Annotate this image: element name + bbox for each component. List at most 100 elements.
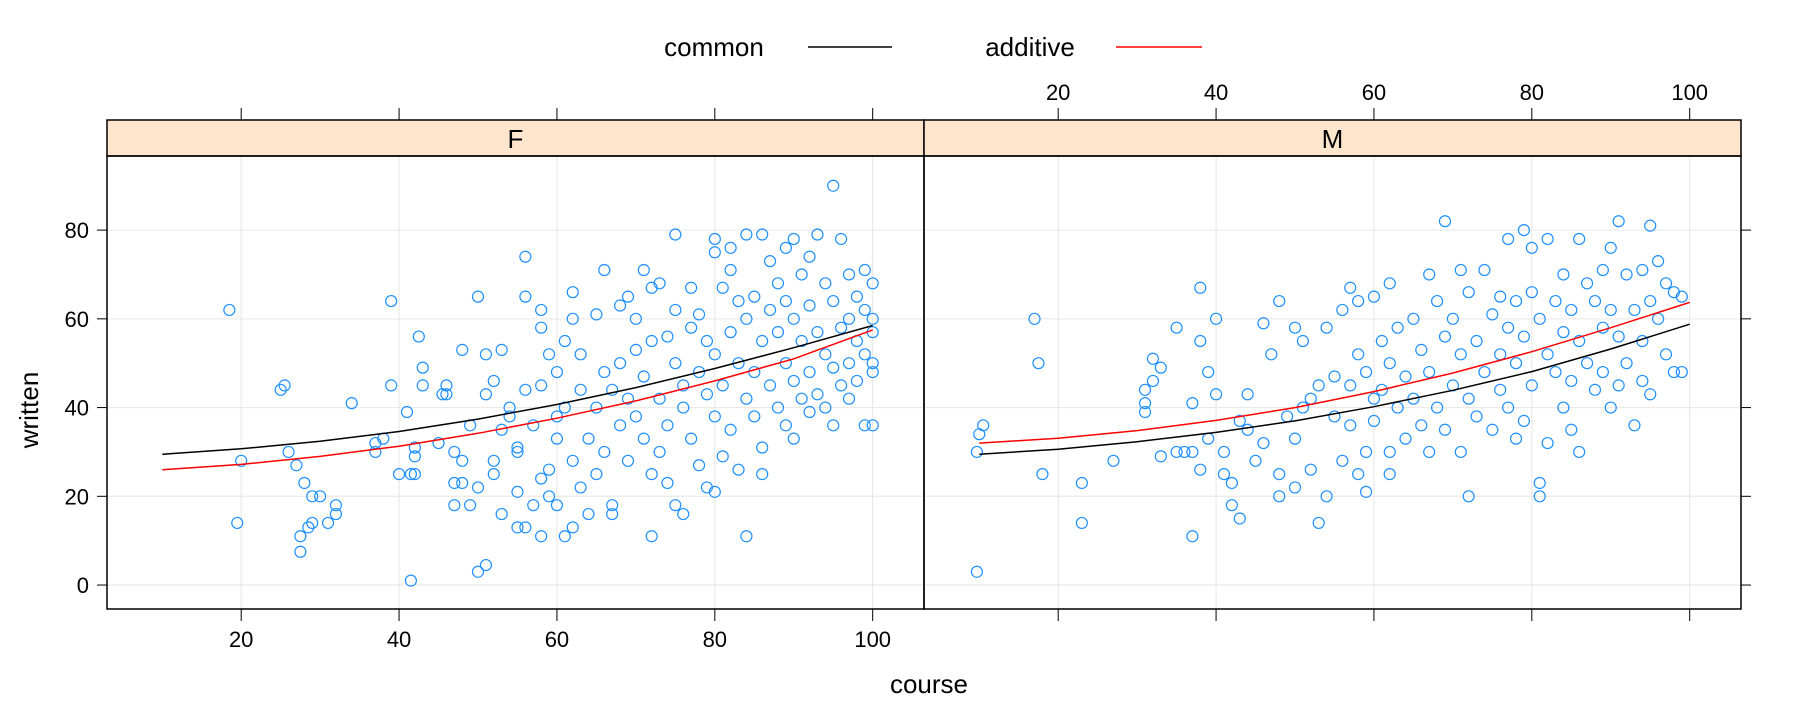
data-point [278,379,291,392]
data-point [1454,263,1467,277]
data-point [819,348,832,361]
data-point [329,507,343,521]
data-point [231,516,244,530]
data-point [1296,334,1309,348]
x-tick-label: 40 [387,627,411,652]
data-point [314,490,327,503]
data-point [669,357,682,370]
data-point [519,290,532,303]
data-point [1138,397,1152,410]
data-point [527,419,540,432]
data-point [850,374,864,388]
data-point [1186,530,1199,543]
data-point [692,308,706,321]
data-point [1336,454,1349,467]
data-point [740,228,753,241]
x-axis-label: course [890,669,968,699]
data-point [1533,490,1546,503]
data-point [1170,445,1183,459]
data-point [1557,268,1570,281]
data-point [827,419,840,432]
data-point [1233,512,1246,525]
data-point [566,286,579,299]
data-point [408,468,421,481]
data-point [716,379,729,392]
data-point [479,558,492,572]
data-point [716,281,729,294]
data-point [629,343,642,356]
data-point [1138,383,1152,396]
data-point [1620,357,1633,370]
data-point [811,228,824,241]
data-point [763,303,777,317]
data-point [535,472,548,485]
data-point [416,379,429,392]
data-point [1352,348,1365,361]
data-point [1478,365,1491,379]
data-point [471,565,485,578]
data-point [1462,286,1475,299]
data-point [858,263,871,277]
data-point [1549,294,1562,308]
data-point [1288,481,1302,494]
data-point [1494,383,1507,396]
data-point [866,365,879,379]
data-point [511,445,524,459]
data-point [850,290,864,303]
data-point [1328,410,1341,423]
data-point [787,374,800,388]
data-point [740,312,753,325]
data-point [1470,410,1483,423]
data-point [519,250,532,263]
data-point [511,441,524,454]
data-point [294,530,307,543]
data-point [1509,357,1523,370]
data-point [1154,450,1167,463]
data-point [1549,365,1562,379]
data-point [1107,454,1120,467]
data-point [550,365,564,379]
data-point [866,419,879,432]
data-point [385,294,398,308]
data-point [1075,476,1088,490]
data-point [471,290,485,303]
data-point [1257,317,1270,330]
data-point [803,250,816,263]
data-point [511,485,524,498]
data-point [456,476,469,490]
data-point [1525,379,1538,392]
data-point [1517,223,1531,237]
data-point [408,441,421,454]
y-tick-label: 0 [77,573,89,598]
data-point [811,388,824,401]
data-point [392,468,406,481]
data-point [1194,334,1207,348]
data-point [1525,241,1538,254]
fit-curve-common [162,324,873,455]
data-point [677,401,690,414]
data-point [827,179,840,192]
data-point [1194,281,1207,294]
data-point [1675,290,1688,303]
data-point [1288,321,1302,334]
legend-label-additive: additive [985,32,1075,62]
data-point [835,232,848,246]
data-point [1320,321,1333,334]
data-point [1541,348,1554,361]
data-point [756,334,769,348]
data-point [795,334,808,348]
data-point [1399,370,1412,383]
data-point [1320,490,1333,503]
data-point [606,383,619,396]
data-point [542,348,556,361]
data-point [1194,463,1207,476]
data-point [1541,436,1554,450]
data-point [708,348,721,361]
data-point [1486,308,1499,321]
data-point [566,454,579,467]
data-point [1415,419,1428,432]
data-point [700,388,714,401]
data-point [724,241,737,254]
data-point [456,454,469,467]
data-point [1186,445,1199,459]
